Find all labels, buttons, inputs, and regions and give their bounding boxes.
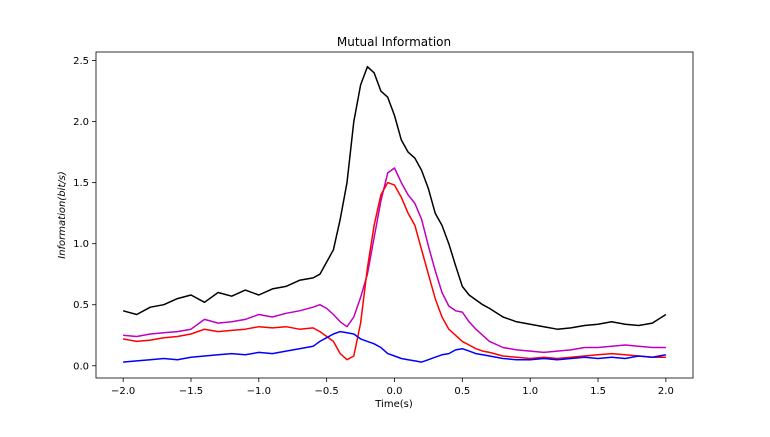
y-tick-label: 1.5 xyxy=(73,178,89,189)
x-tick-label: 0.0 xyxy=(387,386,403,397)
series-line-4 xyxy=(123,330,667,363)
plot-frame xyxy=(95,51,694,379)
y-axis-ticks: 0.0 0.5 1.0 1.5 2.0 2.5 xyxy=(73,56,96,372)
y-tick-label: 1.0 xyxy=(73,239,89,250)
x-tick-label: −0.5 xyxy=(315,386,339,397)
x-tick-label: 0.5 xyxy=(454,386,470,397)
series-line-3 xyxy=(122,181,666,361)
y-tick-label: 0.5 xyxy=(73,300,89,311)
x-tick-label: −1.0 xyxy=(247,386,271,397)
series-line-2 xyxy=(123,167,666,354)
x-axis-label: Time(s) xyxy=(374,399,413,410)
x-axis-ticks: −2.0 −1.5 −1.0 −0.5 0.0 0.5 1.0 1.5 2.0 xyxy=(111,378,674,397)
x-tick-label: 2.0 xyxy=(658,386,674,397)
x-tick-label: −1.5 xyxy=(179,386,203,397)
x-tick-label: −2.0 xyxy=(111,386,135,397)
y-axis-label: Information(bit/s) xyxy=(57,171,68,259)
y-tick-label: 2.5 xyxy=(73,56,89,67)
plot-content xyxy=(122,65,667,363)
chart-title: Mutual Information xyxy=(337,35,451,49)
series-line-1 xyxy=(122,65,667,330)
y-tick-label: 2.0 xyxy=(73,117,89,128)
y-tick-label: 0.0 xyxy=(73,361,89,372)
x-tick-label: 1.5 xyxy=(590,386,606,397)
x-tick-label: 1.0 xyxy=(522,386,538,397)
